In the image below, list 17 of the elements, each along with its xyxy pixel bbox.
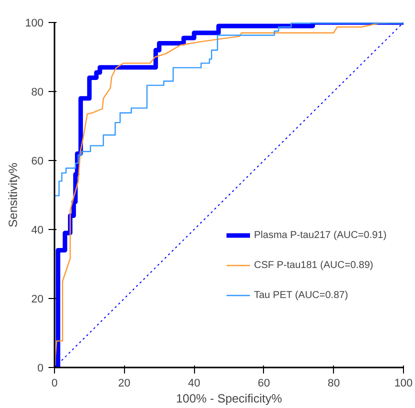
x-axis-title: 100% - Specificity%: [176, 392, 282, 406]
y-tick-label: 40: [31, 224, 44, 236]
y-tick-label: 60: [31, 156, 44, 168]
legend-label: Plasma P-tau217 (AUC=0.91): [254, 230, 387, 240]
y-tick-label: 0: [37, 362, 44, 374]
y-tick-label: 80: [31, 86, 44, 98]
x-tick-label: 40: [188, 378, 200, 390]
legend-label: Tau PET (AUC=0.87): [254, 290, 348, 300]
x-tick-label: 80: [328, 378, 340, 390]
y-axis-title: Sensitivity%: [6, 162, 20, 228]
x-tick-label: 20: [118, 378, 130, 390]
y-tick-label: 100: [25, 18, 44, 30]
legend-label: CSF P-tau181 (AUC=0.89): [254, 260, 374, 270]
x-tick-label: 0: [51, 378, 58, 390]
x-tick-label: 100: [394, 378, 413, 390]
y-tick-label: 20: [31, 294, 44, 306]
x-tick-label: 60: [258, 378, 270, 390]
